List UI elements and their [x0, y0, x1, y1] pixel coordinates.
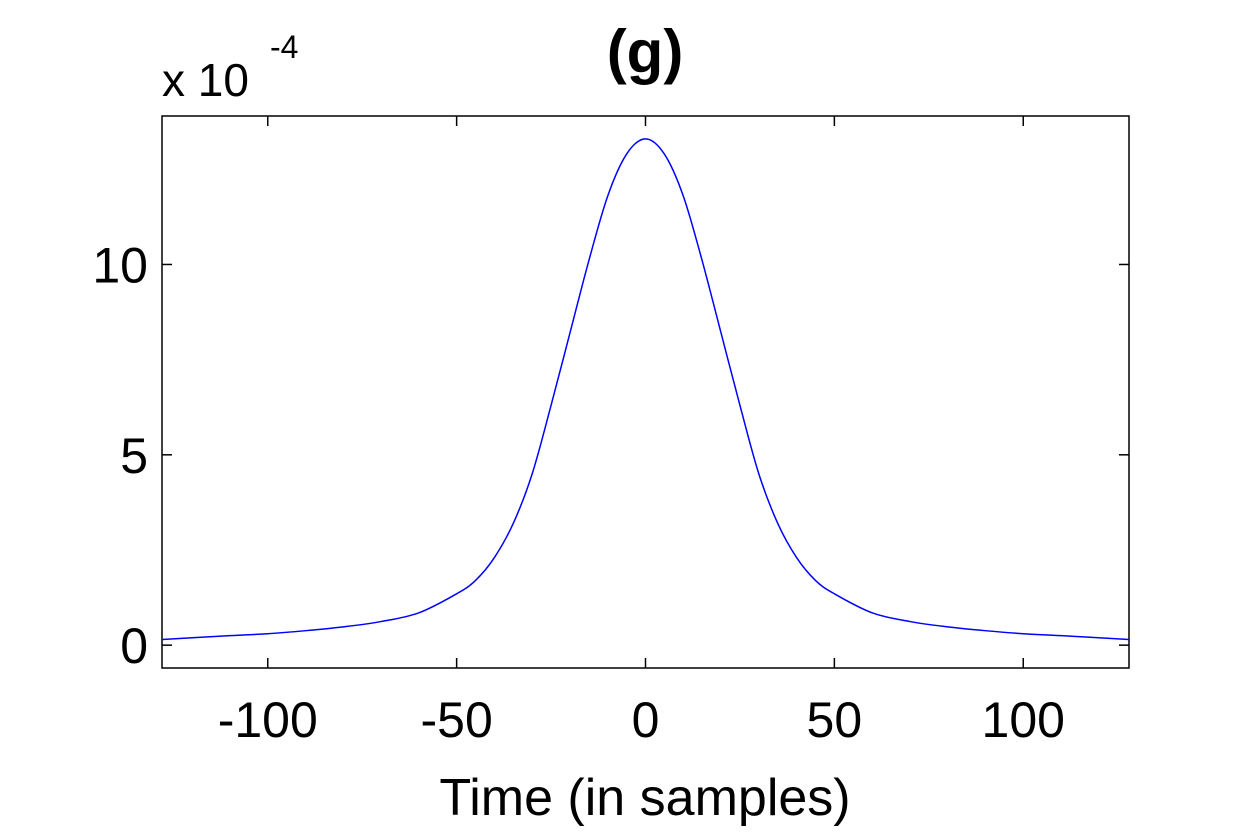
y-multiplier-base: x 10 — [162, 54, 249, 106]
x-axis: -100 -50 0 50 100 — [218, 116, 1065, 748]
chart-title: (g) — [607, 18, 684, 85]
x-tick-label: 100 — [982, 692, 1065, 748]
series-line-pulse — [161, 138, 1130, 641]
x-axis-label: Time (in samples) — [439, 769, 850, 827]
y-tick-label: 5 — [120, 428, 148, 484]
x-tick-label: 0 — [632, 692, 660, 748]
y-multiplier-exponent: -4 — [270, 29, 298, 65]
y-tick-label: 10 — [92, 237, 148, 293]
x-tick-label: -50 — [421, 692, 493, 748]
y-tick-label: 0 — [120, 618, 148, 674]
x-tick-label: -100 — [218, 692, 318, 748]
x-tick-label: 50 — [807, 692, 863, 748]
plot-area — [161, 115, 1130, 669]
y-axis: 0 5 10 — [92, 237, 1129, 674]
